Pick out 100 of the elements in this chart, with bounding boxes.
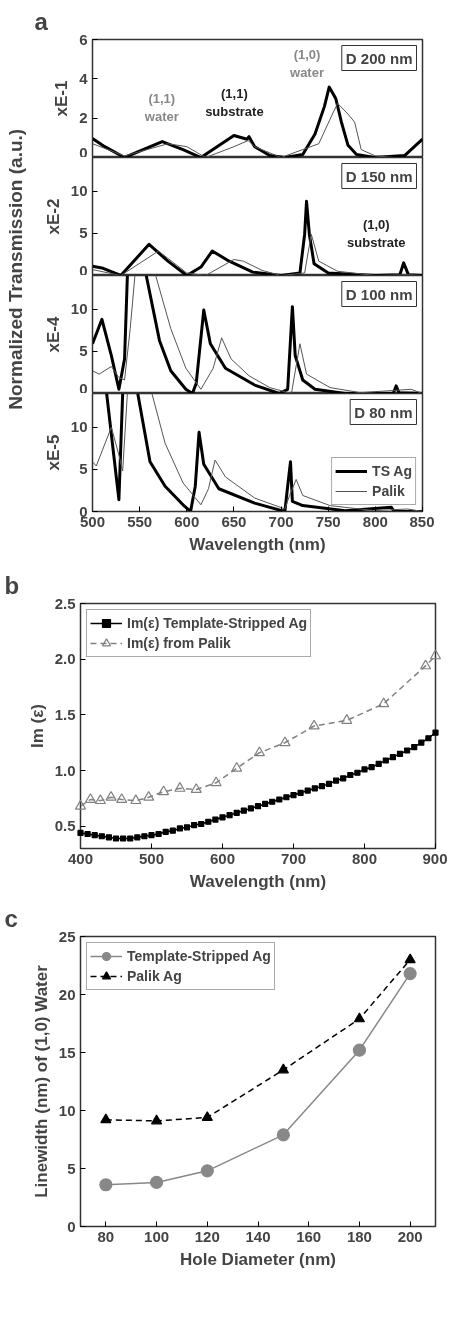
point — [84, 830, 91, 838]
point — [429, 649, 442, 660]
y-tick-label: 5 — [79, 224, 88, 242]
point — [277, 1063, 289, 1074]
legend-label: Im(ε) Template-Stripped Ag — [127, 615, 308, 631]
point — [283, 794, 290, 801]
point — [240, 807, 247, 814]
y-tick-label: 15 — [58, 1043, 76, 1061]
point — [99, 1178, 113, 1192]
y-tick-label: 10 — [58, 1101, 76, 1119]
point — [198, 820, 205, 828]
point — [127, 835, 134, 842]
point — [325, 780, 333, 788]
legend-label: TS Ag — [372, 463, 412, 479]
point — [176, 825, 183, 832]
y-tick-label: 6 — [79, 30, 88, 48]
point — [120, 835, 127, 842]
point — [112, 835, 120, 842]
point — [389, 754, 396, 761]
x-tick-label: 500 — [138, 849, 165, 867]
point — [190, 783, 202, 793]
point — [279, 736, 291, 747]
x-tick-label: 180 — [346, 1227, 372, 1245]
point — [219, 814, 226, 821]
point — [262, 800, 269, 808]
x-axis-title: Wavelength (nm) — [189, 871, 327, 891]
point — [404, 747, 411, 754]
point — [105, 834, 112, 841]
annotation: (1,1) substrate — [205, 85, 264, 119]
point — [74, 799, 87, 810]
point — [150, 1114, 163, 1125]
point — [276, 1128, 290, 1142]
point — [411, 744, 418, 751]
y-axis-title: Im (ε) — [27, 704, 47, 748]
point — [308, 719, 320, 730]
point — [375, 760, 382, 767]
annotation: (1,0) water — [289, 46, 324, 80]
point — [418, 739, 425, 746]
point — [143, 790, 155, 801]
text: Normalized Transmission (a.u.) — [5, 128, 26, 410]
point — [253, 746, 266, 757]
y-tick-label: 5 — [79, 460, 88, 478]
point — [91, 832, 98, 839]
point — [149, 1175, 164, 1190]
x-tick-label: 800 — [351, 849, 378, 867]
x-axis-title: Wavelength (nm) — [189, 534, 326, 554]
y-tick-label: 0.5 — [54, 817, 76, 835]
y-axis-title: xE-2 — [43, 198, 63, 235]
point — [210, 776, 222, 787]
x-tick-label: 550 — [127, 512, 153, 530]
point — [155, 830, 162, 838]
x-tick-label: 80 — [97, 1227, 115, 1245]
x-tick-label: 100 — [144, 1227, 170, 1245]
point — [233, 809, 240, 816]
y-tick-label: 2 — [79, 109, 88, 127]
chart-title: a — [34, 7, 49, 35]
legend-label: Palik Ag — [127, 968, 182, 984]
point — [269, 798, 276, 805]
point — [157, 785, 170, 796]
point — [84, 793, 97, 803]
y-tick-label: 1.5 — [54, 705, 76, 723]
point — [77, 829, 84, 837]
y-tick-label: 5 — [79, 342, 88, 360]
x-tick-label: 120 — [194, 1227, 220, 1245]
point — [141, 833, 148, 840]
point — [347, 771, 354, 779]
point — [231, 761, 243, 772]
point — [340, 775, 347, 782]
point — [169, 827, 176, 834]
x-tick-label: 200 — [397, 1227, 423, 1245]
point — [183, 824, 191, 831]
y-tick-label: 0 — [79, 379, 88, 397]
point — [205, 818, 212, 825]
y-tick-label: 10 — [70, 300, 88, 318]
annotation: D 100 nm — [345, 285, 413, 303]
y-tick-label: 0 — [79, 261, 88, 279]
point — [212, 816, 219, 823]
y-axis-title: xE-5 — [43, 434, 63, 471]
point — [353, 1012, 366, 1023]
point — [254, 803, 262, 810]
x-tick-label: 600 — [174, 512, 200, 530]
point — [432, 729, 439, 736]
y-axis-title: xE-4 — [43, 316, 63, 353]
point — [311, 785, 318, 792]
x-tick-label: 650 — [221, 512, 247, 530]
point — [130, 794, 142, 805]
y-tick-label: 5 — [67, 1159, 76, 1177]
point — [148, 832, 155, 839]
point — [318, 783, 325, 790]
point — [226, 811, 233, 819]
x-tick-label: 750 — [315, 512, 341, 530]
legend-label: Palik — [372, 483, 405, 499]
y-axis-title: xE-1 — [52, 80, 72, 117]
x-tick-label: 400 — [67, 849, 94, 867]
point — [290, 791, 297, 799]
point — [341, 714, 353, 724]
y-tick-label: 2.5 — [54, 594, 76, 612]
point — [425, 735, 432, 742]
y-tick-label: 10 — [70, 182, 88, 200]
point — [378, 697, 390, 708]
